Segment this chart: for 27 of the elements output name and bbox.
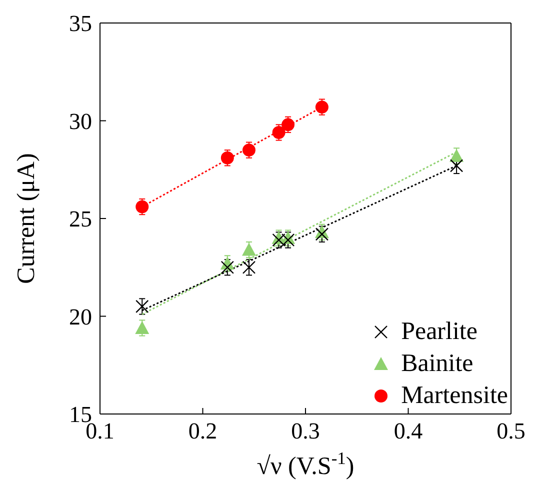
point (242, 144, 256, 157)
legend-label: Bainite (401, 349, 474, 379)
point (450, 159, 464, 172)
point (450, 148, 464, 162)
point (242, 242, 256, 256)
point (315, 228, 329, 241)
x-tick-label: 0.5 (496, 418, 526, 444)
point (136, 300, 149, 314)
y-tick-label: 30 (69, 108, 92, 134)
x-tick-label: 0.3 (291, 418, 320, 444)
x-tick-label: 0.4 (394, 418, 424, 444)
legend-label: Pearlite (401, 317, 478, 347)
point (315, 100, 328, 114)
point (136, 200, 149, 214)
point (220, 260, 234, 274)
point (242, 260, 256, 274)
y-tick-label: 25 (69, 206, 92, 232)
point (220, 151, 234, 164)
legend-label: Martensite (401, 381, 508, 411)
point (282, 118, 295, 132)
point (272, 126, 286, 139)
y-tick-label: 35 (69, 11, 92, 36)
x-axis-title: √ν (V.S$^{-1}$) (256, 448, 354, 480)
y-axis-title: Current (μA) (13, 153, 40, 284)
y-tick-label: 20 (69, 304, 92, 330)
point (135, 320, 150, 334)
x-tick-label: 0.2 (188, 418, 218, 444)
